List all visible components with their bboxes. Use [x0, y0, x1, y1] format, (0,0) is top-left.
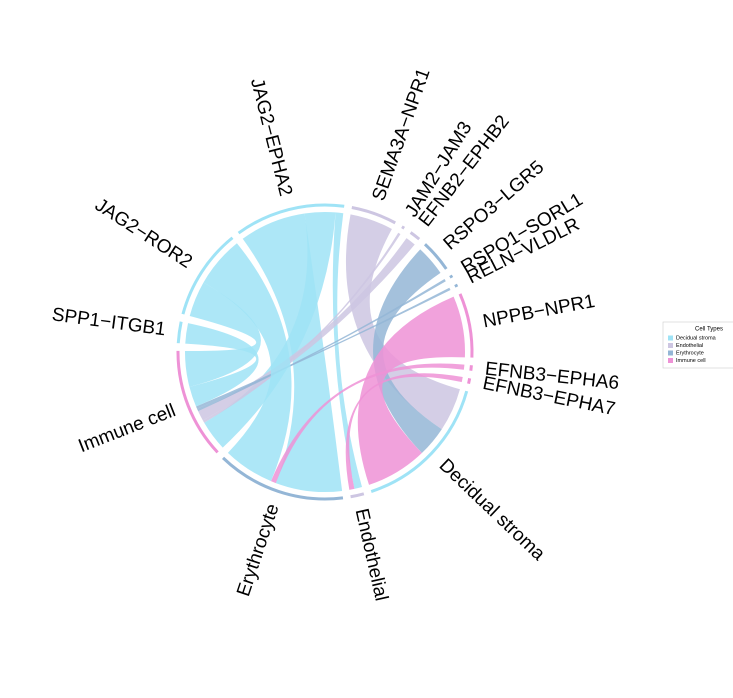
- sector-arc: [237, 203, 345, 235]
- legend-swatch: [668, 350, 673, 356]
- sector-label: Endothelial: [351, 507, 392, 603]
- sector-arc: [423, 243, 448, 270]
- chord-ribbon: [204, 211, 336, 448]
- legend-swatch: [668, 335, 673, 341]
- sector-label: Erythrocyte: [233, 501, 283, 599]
- legend: Cell Types Decidual stroma EndothelialEry…: [662, 321, 733, 369]
- sector-label: Immune cell: [76, 400, 179, 457]
- legend-label: Decidual stroma: [676, 335, 717, 341]
- sector-label: JAG2−EPHA2: [246, 76, 296, 198]
- sector-arc: [469, 365, 473, 371]
- sector-arc: [467, 378, 472, 384]
- chord-ribbon: [345, 214, 460, 430]
- chord-ribbon: [197, 279, 446, 412]
- legend-title: Cell Types: [695, 327, 723, 333]
- sector-arc: [176, 350, 219, 454]
- sector-arc: [351, 205, 396, 225]
- sector-label: JAG2−ROR2: [91, 195, 196, 273]
- sector-arc: [350, 492, 365, 499]
- chord-ribbon: [203, 243, 292, 482]
- chord-ribbon: [185, 323, 259, 407]
- sector-arc: [449, 274, 454, 279]
- legend-label: Endothelial: [676, 343, 703, 349]
- legend-label: Erythrocyte: [676, 350, 704, 356]
- sector-label: NPPB−NPR1: [481, 291, 596, 332]
- ribbons: [184, 211, 466, 492]
- sector-arc: [181, 236, 234, 315]
- sector-arc: [222, 456, 344, 501]
- chord-ribbon: [373, 249, 442, 454]
- sector-arc: [409, 231, 421, 241]
- legend-box: [662, 321, 733, 369]
- sector-label: Decidual stroma: [435, 455, 549, 565]
- sector-arc: [370, 390, 469, 493]
- sector-arc: [401, 225, 406, 230]
- sector-arc: [176, 321, 183, 344]
- sector-label: SPP1−ITGB1: [51, 304, 167, 340]
- chord-ribbon: [198, 238, 415, 421]
- chord-ribbon: [357, 296, 466, 485]
- legend-label: Immune cell: [676, 358, 706, 364]
- legend-swatch: [668, 343, 673, 348]
- chord-ribbon: [196, 287, 451, 409]
- sector-arc: [454, 283, 459, 288]
- sector-arcs: [176, 203, 474, 501]
- chord-ribbon: [184, 282, 261, 387]
- sector-arc: [458, 293, 474, 358]
- legend-swatch: [668, 358, 673, 363]
